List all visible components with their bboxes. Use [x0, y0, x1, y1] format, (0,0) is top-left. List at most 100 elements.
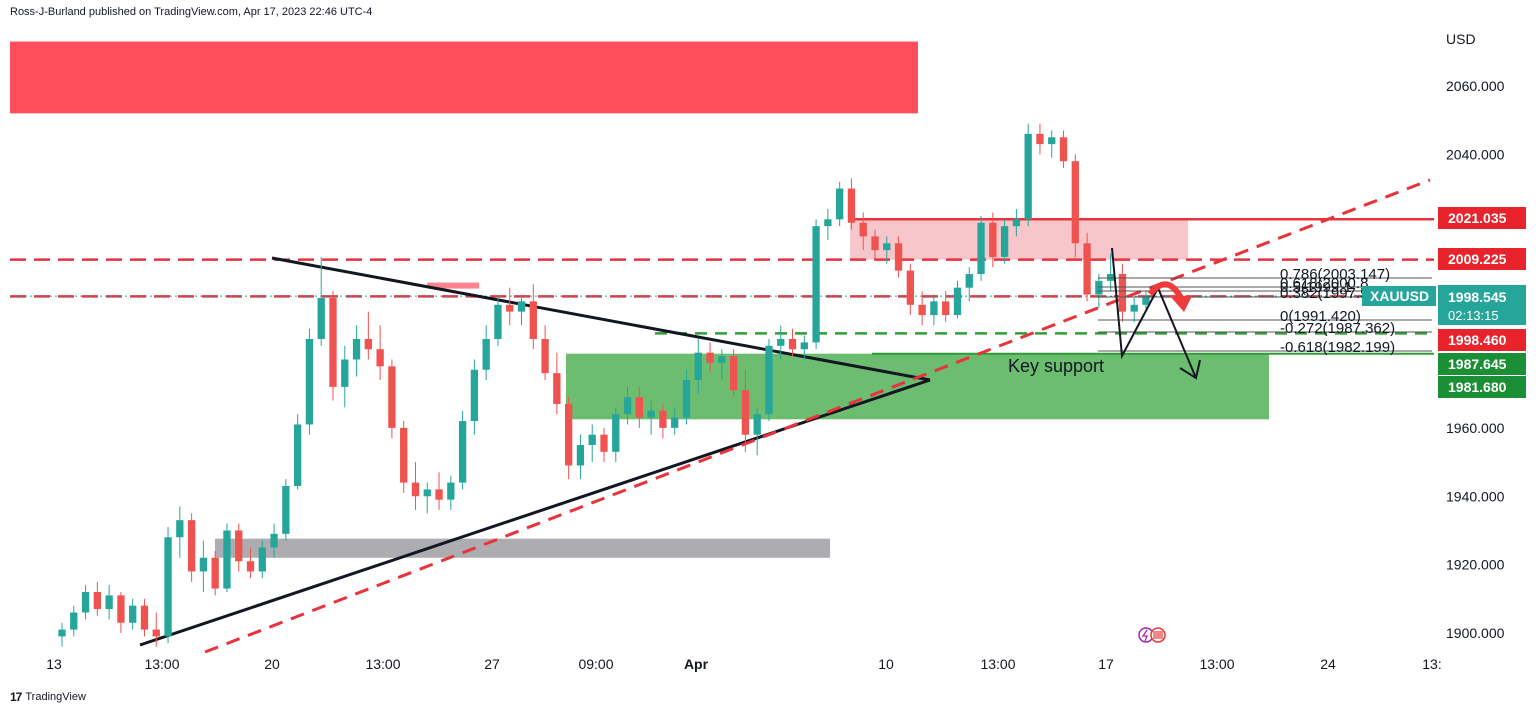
candle — [470, 359, 479, 435]
current-price-tag: XAUUSD 1998.545 02:13:15 — [1362, 285, 1526, 325]
candle — [164, 527, 172, 644]
publisher-attribution: Ross-J-Burland published on TradingView.… — [10, 6, 373, 18]
candle — [777, 325, 785, 360]
candle — [1142, 291, 1150, 312]
candle-body — [989, 222, 997, 257]
event-icons[interactable] — [1138, 627, 1166, 643]
candle — [541, 325, 549, 381]
candle-body — [317, 297, 325, 339]
candle — [400, 421, 408, 493]
price-tick-label: 1920.000 — [1446, 557, 1505, 573]
candle-body — [388, 366, 396, 428]
candle-body — [906, 270, 915, 305]
fib-level-label: 0.382(1997.5 — [1280, 285, 1368, 302]
candle-body — [718, 356, 726, 363]
candle-body — [942, 301, 950, 316]
candle — [918, 291, 926, 326]
candle — [447, 475, 455, 510]
candle-body — [1106, 274, 1115, 281]
candle-body — [977, 222, 985, 275]
candle-body — [152, 629, 160, 637]
time-axis: 13 13:00 20 13:00 27 09:00 Apr 10 13:00 17 13:00 24… — [46, 656, 1442, 672]
candle-body — [517, 301, 526, 312]
price-tag-value: 1998.460 — [1448, 332, 1507, 348]
candle — [129, 598, 137, 630]
candle-body — [376, 349, 384, 367]
price-tag-box — [1438, 353, 1526, 375]
candle-body — [765, 345, 773, 415]
candle — [58, 622, 66, 647]
time-tick-label: 10 — [878, 656, 894, 672]
candle — [223, 523, 231, 592]
candle-body — [647, 410, 655, 418]
candle-body — [187, 520, 196, 572]
fib-level-label: -0.618(1982.199) — [1280, 339, 1395, 356]
fib-level-label: 0.618(2000.8 — [1280, 275, 1368, 292]
projection-arrow-head — [1179, 359, 1201, 380]
candle-body — [777, 338, 785, 346]
candle-body — [411, 482, 420, 497]
candle — [659, 403, 667, 439]
candle — [305, 328, 314, 435]
price-tag-box — [1438, 248, 1526, 270]
price-tag-box — [1438, 329, 1526, 351]
fib-level-label: -0.272(1987.362) — [1280, 320, 1395, 337]
candle-body — [235, 530, 243, 562]
candle-body — [176, 520, 184, 538]
current-price-value: 1998.545 — [1448, 289, 1507, 305]
candle-body — [1059, 137, 1068, 162]
time-tick-label: 13: — [1422, 656, 1441, 672]
candle-body — [659, 410, 667, 428]
time-tick-label: 13:00 — [365, 656, 400, 672]
price-tag-box — [1438, 207, 1526, 229]
time-tick-label: 09:00 — [578, 656, 613, 672]
candle-body — [564, 403, 573, 466]
candle — [105, 585, 113, 620]
candle — [458, 410, 467, 490]
candle — [753, 407, 761, 456]
time-tick-label: 13:00 — [1199, 656, 1234, 672]
candle-body — [199, 557, 208, 572]
candle-body — [847, 188, 856, 223]
zones-layer — [10, 41, 1269, 558]
candle — [647, 400, 655, 435]
candle-body — [918, 304, 926, 316]
support-zone — [566, 353, 1269, 420]
candle-body — [694, 352, 702, 381]
candle-body — [482, 338, 490, 370]
candle — [117, 591, 125, 633]
us-flag-glyph — [1153, 631, 1163, 639]
candle — [1106, 253, 1115, 292]
candle — [376, 325, 384, 381]
demand-zone — [215, 538, 830, 558]
candle — [623, 386, 632, 425]
candle-body — [1142, 296, 1150, 305]
tradingview-logo[interactable]: 17 TradingView — [10, 690, 86, 704]
projection-drawing: Key support — [1008, 247, 1201, 380]
candle — [1000, 219, 1009, 264]
fib-level-label: 0(1991.420) — [1280, 308, 1361, 325]
price-tick-label: 1900.000 — [1446, 625, 1505, 641]
candle — [576, 434, 585, 480]
candle-body — [553, 373, 561, 404]
price-tick-label: 1960.000 — [1446, 420, 1505, 436]
candle-body — [1095, 280, 1103, 295]
candle — [282, 479, 290, 541]
triangle-upper-line — [271, 256, 931, 382]
fib-level-label: 0.5(1999.1 — [1280, 279, 1352, 296]
candle-body — [164, 537, 172, 637]
candle-body — [470, 369, 479, 422]
candle-body — [953, 287, 962, 316]
price-tag-box — [1438, 376, 1526, 398]
candle — [152, 612, 160, 647]
candle — [199, 540, 208, 592]
candle-body — [447, 482, 455, 500]
candle — [965, 267, 973, 302]
key-support-label: Key support — [1008, 356, 1104, 376]
candle-body — [223, 530, 231, 589]
candle — [187, 513, 196, 582]
candle-body — [812, 226, 820, 343]
candle — [564, 397, 573, 480]
candle — [235, 523, 243, 572]
